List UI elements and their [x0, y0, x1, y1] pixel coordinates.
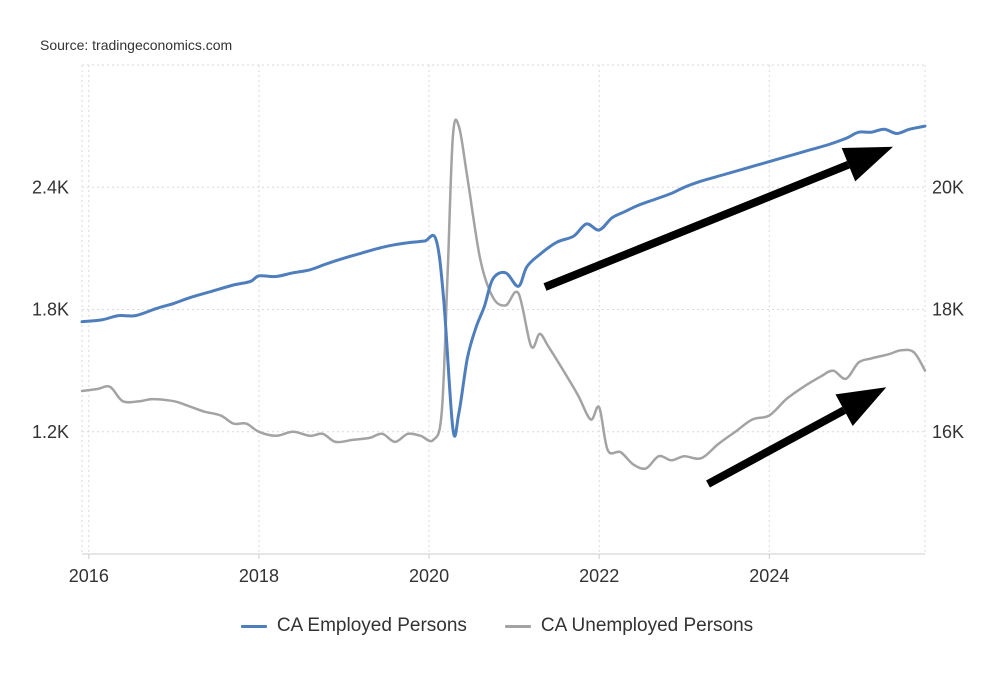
line-chart: 2016 2018 2020 2022 2024 1.2K 1.8K 2.4K 16K 18K 20…	[32, 64, 964, 586]
arrow-up-right-upper-head	[841, 146, 893, 182]
x-tick-label: 2016	[69, 566, 109, 586]
series-lines	[80, 118, 927, 470]
legend-swatch-employed	[240, 624, 267, 628]
y-right-tick-label: 20K	[932, 177, 964, 197]
annotations	[543, 146, 893, 488]
y-right-tick-label: 16K	[932, 422, 964, 442]
arrow-up-right-lower-shaft	[706, 406, 847, 488]
y-left-tick-label: 1.2K	[32, 422, 69, 442]
grid-lines	[81, 64, 926, 554]
arrow-up-right-upper-shaft	[543, 160, 850, 291]
x-tick-label: 2022	[579, 566, 619, 586]
legend-item-employed[interactable]: CA Employed Persons	[240, 615, 467, 637]
y-right-tick-label: 18K	[932, 300, 964, 320]
series-line-ca-employed-persons[interactable]	[80, 124, 927, 438]
axes: 2016 2018 2020 2022 2024 1.2K 1.8K 2.4K 16K 18K 20…	[32, 177, 964, 586]
x-tick-label: 2024	[749, 566, 789, 586]
legend: CA Employed Persons CA Unemployed Person…	[0, 615, 994, 637]
source-label: Source: tradingeconomics.com	[40, 37, 233, 53]
legend-label-employed: CA Employed Persons	[276, 615, 467, 636]
legend-item-unemployed[interactable]: CA Unemployed Persons	[504, 615, 754, 637]
y-left-tick-label: 1.8K	[32, 300, 69, 320]
legend-swatch-unemployed	[504, 624, 531, 628]
x-tick-label: 2018	[239, 566, 279, 586]
y-left-tick-label: 2.4K	[32, 177, 69, 197]
arrow-up-right-lower-head	[835, 387, 887, 426]
x-tick-label: 2020	[409, 566, 449, 586]
legend-label-unemployed: CA Unemployed Persons	[540, 615, 754, 636]
series-line-ca-unemployed-persons[interactable]	[80, 118, 927, 470]
